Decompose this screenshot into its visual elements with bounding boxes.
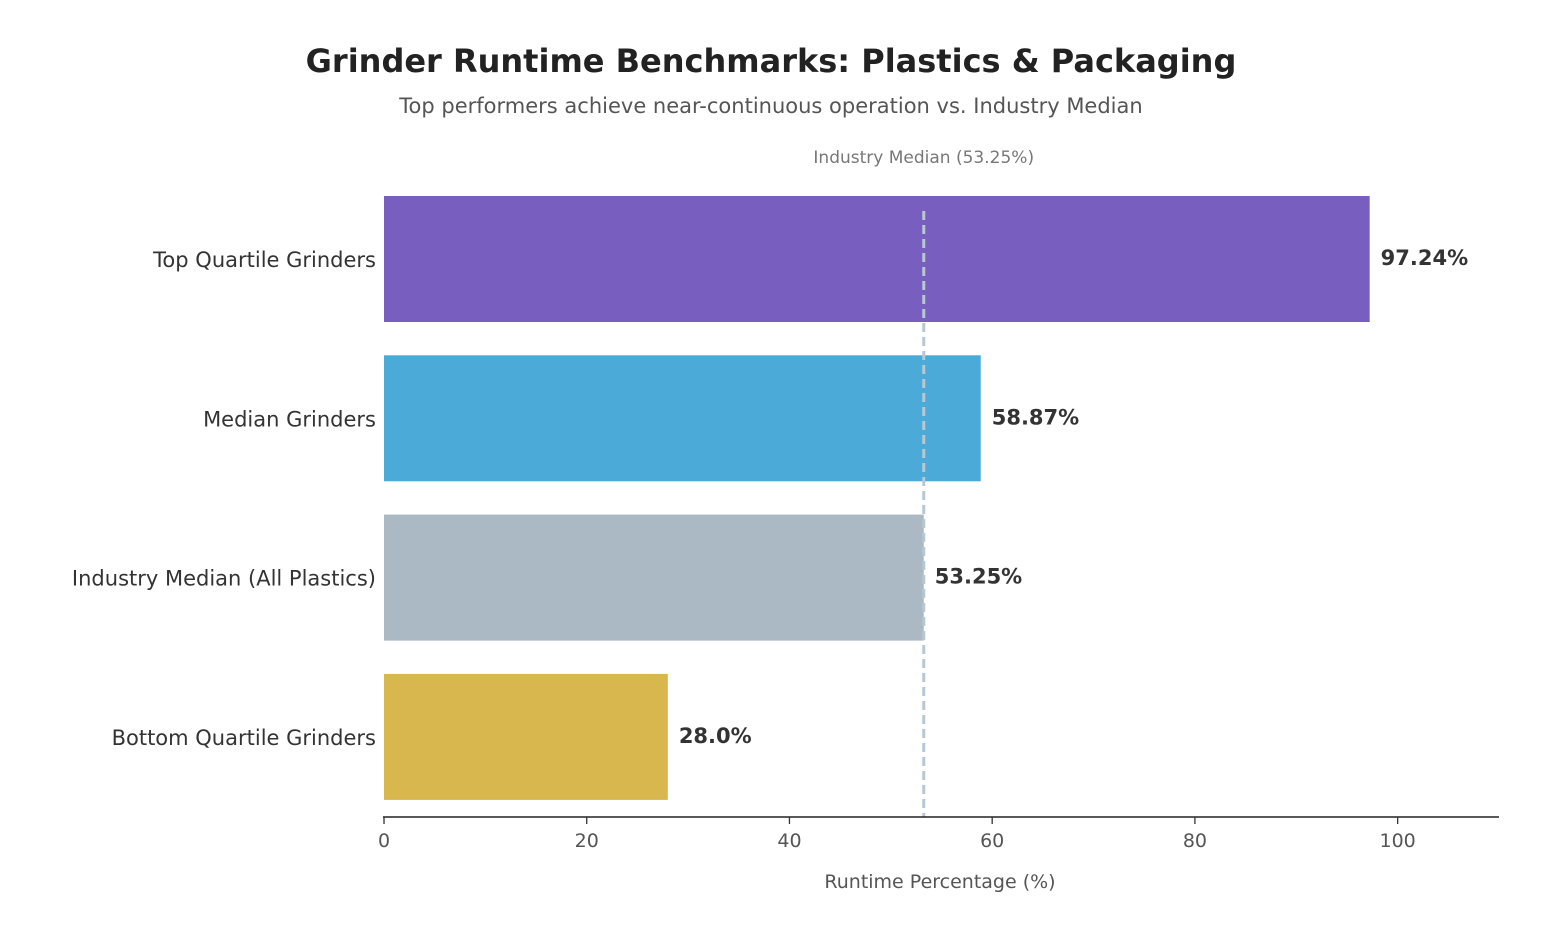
x-tick-label: 80 [1183,830,1207,852]
category-label: Top Quartile Grinders [152,248,376,272]
x-tick-label: 40 [777,830,801,852]
reference-line-label: Industry Median (53.25%) [813,148,1034,168]
chart-title: Grinder Runtime Benchmarks: Plastics & P… [306,42,1237,80]
value-label: 28.0% [679,724,752,748]
value-label: 58.87% [992,405,1079,429]
x-tick-label: 100 [1380,830,1416,852]
x-axis-title: Runtime Percentage (%) [824,871,1055,893]
value-label: 97.24% [1381,246,1468,270]
category-label: Industry Median (All Plastics) [72,567,376,591]
chart-subtitle: Top performers achieve near-continuous o… [398,94,1142,118]
bar [384,514,924,641]
plot-area: Top Quartile Grinders 97.24% Median Grinde… [72,148,1499,852]
category-label: Median Grinders [203,407,376,431]
value-label: 53.25% [935,565,1022,589]
bar [384,673,668,800]
x-tick-label: 20 [575,830,599,852]
x-tick-label: 60 [980,830,1004,852]
bar [384,355,981,482]
bar [384,196,1370,322]
category-label: Bottom Quartile Grinders [112,726,376,750]
x-tick-label: 0 [378,830,390,852]
